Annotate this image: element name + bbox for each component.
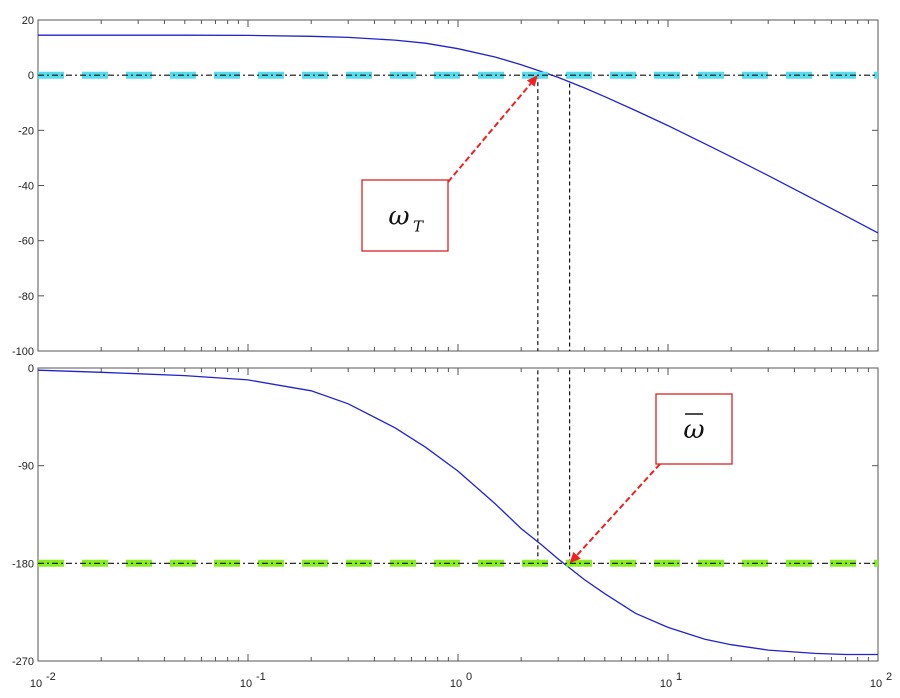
x-tick-label: 10 [870, 678, 882, 690]
y-tick-label: -60 [18, 236, 34, 248]
plot-frame [37, 367, 879, 662]
x-tick-exponent: -1 [256, 671, 266, 683]
y-tick-label: -180 [12, 558, 34, 570]
annotation-arrowhead [569, 551, 581, 564]
magnitude-panel: 20 0 -20 -40 -60 -80 -100 ω T [12, 15, 879, 358]
annotation-arrowhead [526, 75, 538, 87]
series-line [37, 369, 878, 656]
x-tick-exponent: 0 [466, 671, 472, 683]
x-tick-exponent: 1 [676, 671, 682, 683]
y-tick-label: -20 [18, 125, 34, 137]
annotation-label: ω [388, 202, 409, 232]
y-tick-label: -270 [12, 656, 34, 668]
annotation-label: ω [683, 415, 704, 445]
y-tick-label: -100 [12, 346, 34, 358]
x-tick-label: 10 [450, 678, 462, 690]
y-tick-label: -40 [18, 181, 34, 193]
x-tick-exponent: 2 [886, 671, 892, 683]
y-tick-label: -90 [18, 461, 34, 473]
y-tick-label: -80 [18, 291, 34, 303]
y-tick-label: 0 [28, 363, 34, 375]
y-tick-label: 20 [22, 15, 34, 27]
phase-panel: 0 -90 -180 -270 10 -2 10 -1 10 0 10 1 10 2 ω [12, 363, 892, 690]
annotation-box [361, 179, 449, 252]
annotation-arrow [447, 82, 532, 183]
annotation-subscript: T [413, 218, 424, 236]
series-line [38, 34, 879, 234]
x-tick-label: 10 [30, 678, 42, 690]
annotation-box [655, 393, 733, 465]
y-tick-label: 0 [28, 70, 34, 82]
plot-frame [37, 19, 879, 352]
annotation-arrow [576, 463, 661, 556]
x-tick-exponent: -2 [46, 671, 56, 683]
x-tick-label: 10 [660, 678, 672, 690]
x-tick-label: 10 [240, 678, 252, 690]
